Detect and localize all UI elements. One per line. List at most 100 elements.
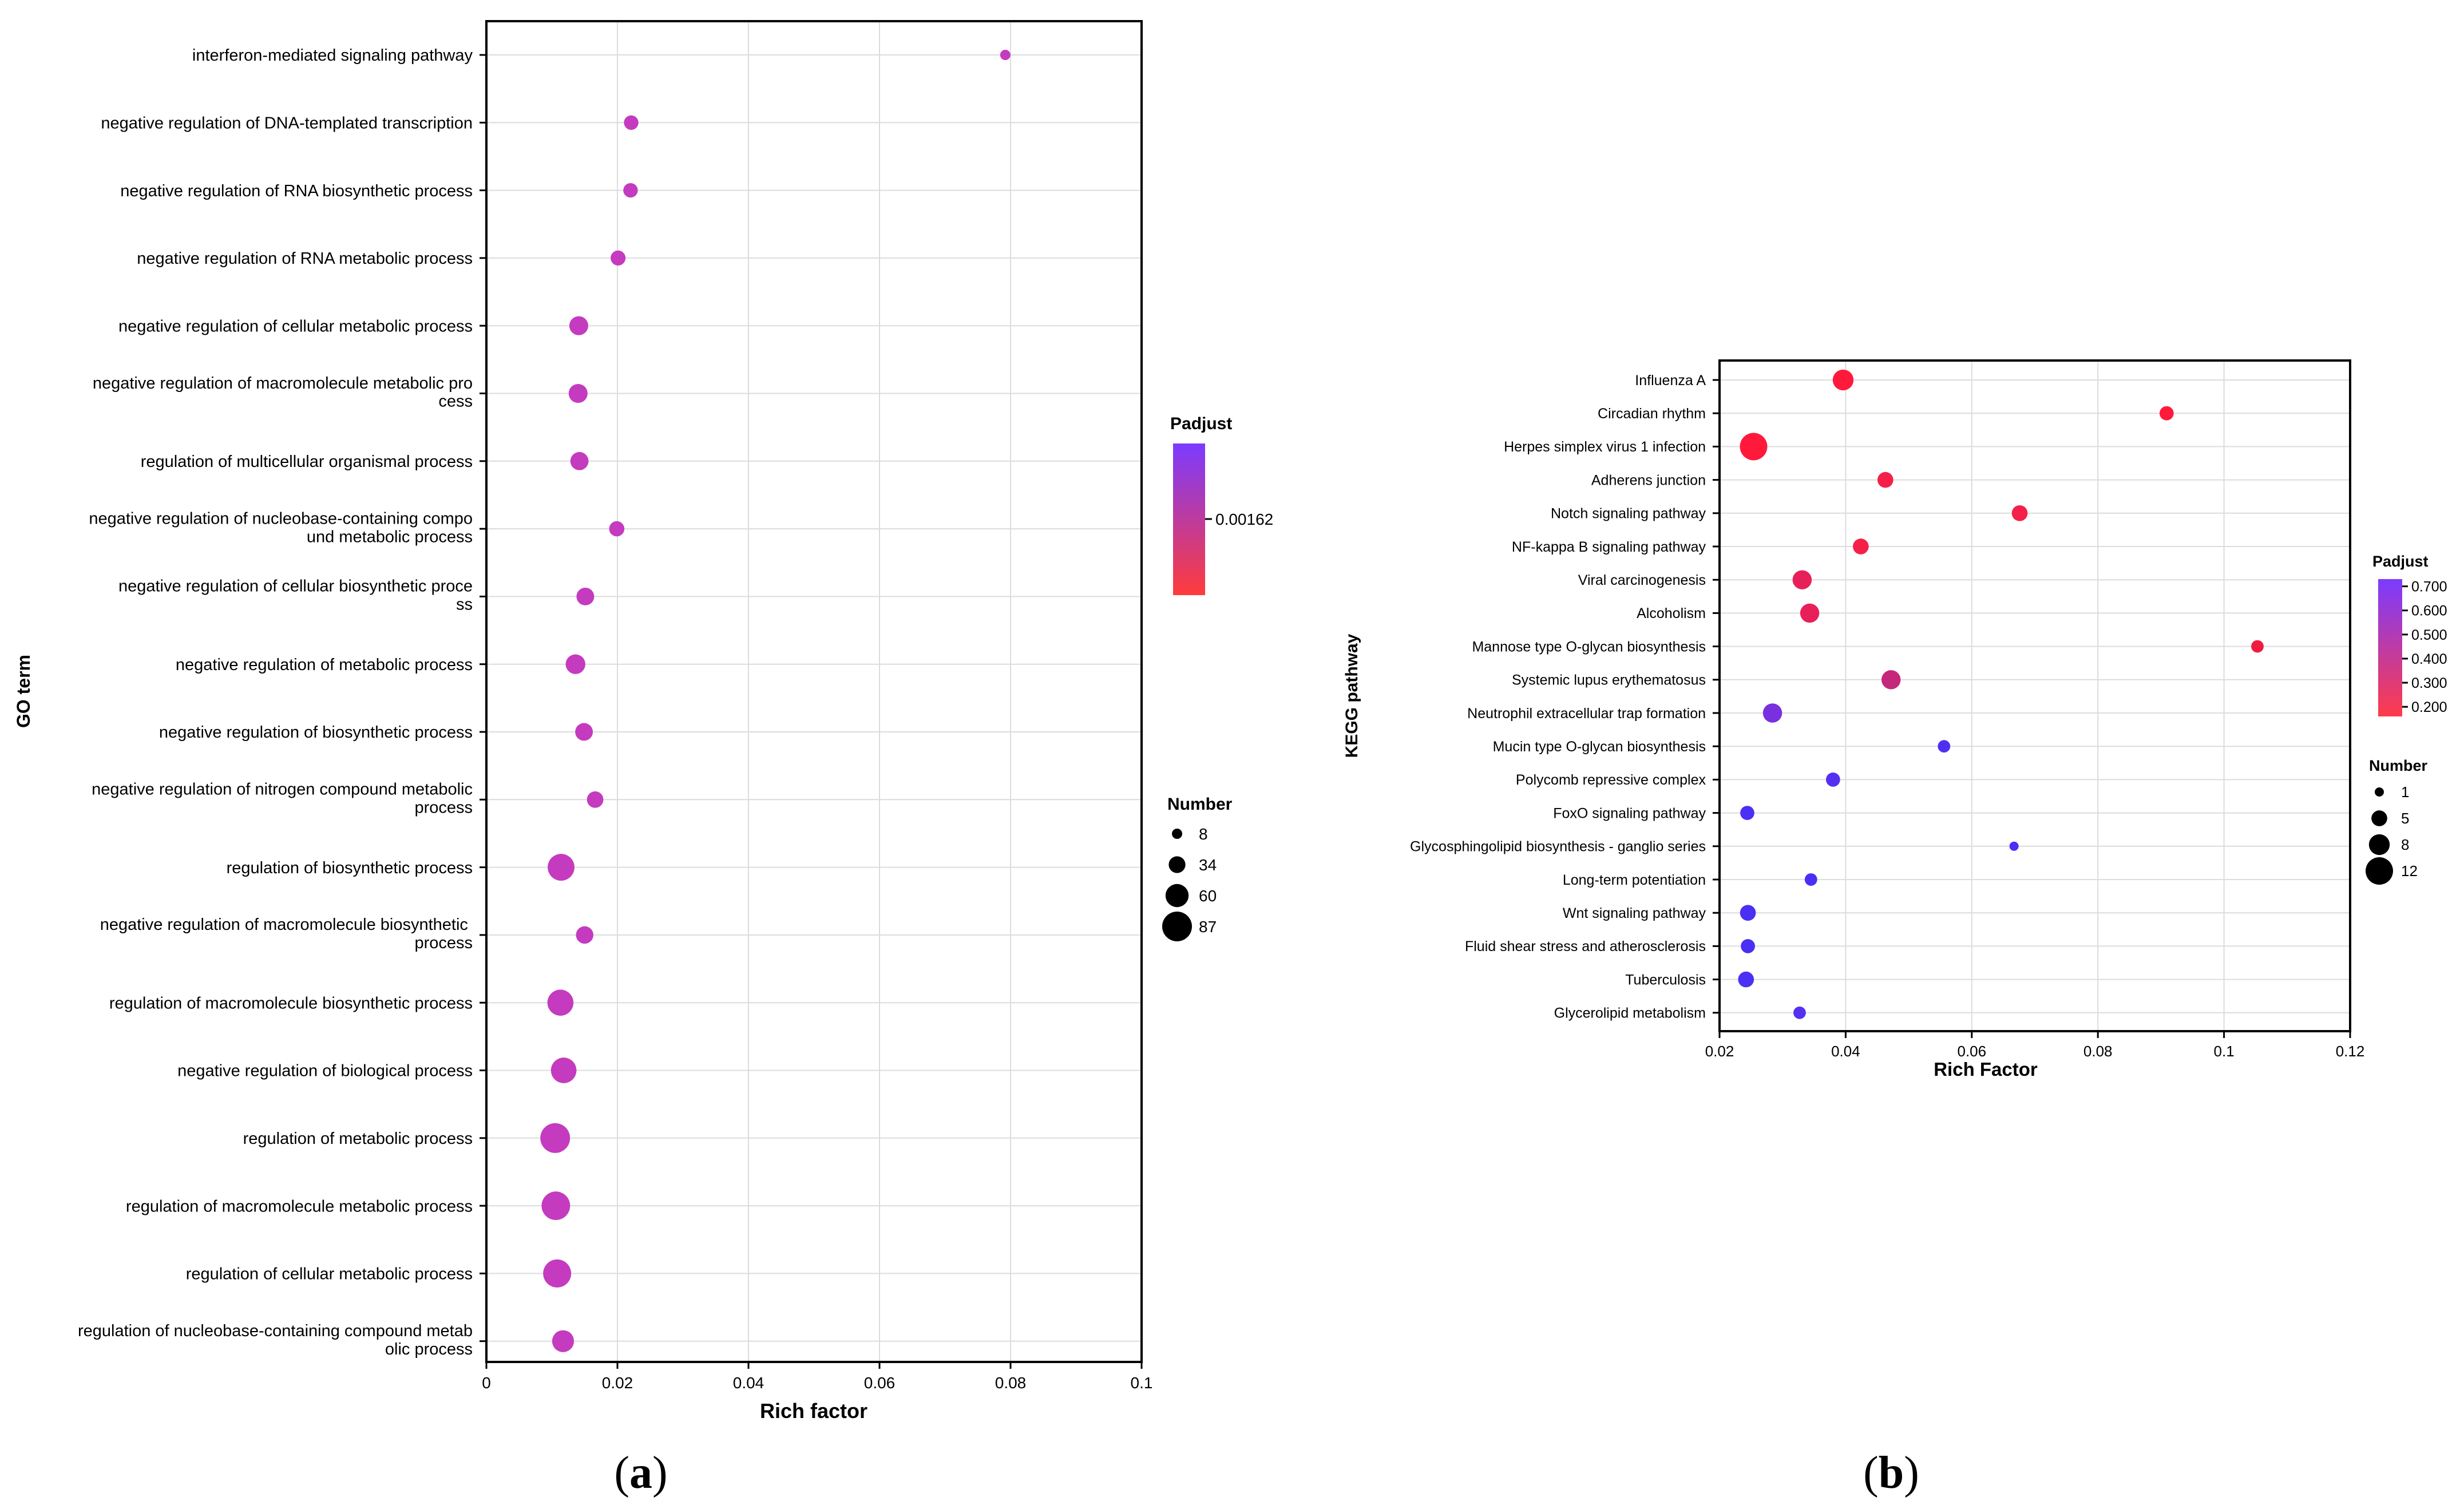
panel-a-label: (a): [614, 1448, 667, 1498]
kegg-term-label: Wnt signaling pathway: [1563, 905, 1706, 921]
kegg-padjust-legend: Padjust 0.700 0.600 0.500 0.400 0.300 0.200: [2372, 553, 2447, 716]
kegg-point: [1832, 369, 1854, 391]
kegg-points: [1738, 369, 2264, 1019]
go-point: [576, 587, 595, 605]
go-point: [552, 1330, 575, 1352]
go-term-label: negative regulation of macromolecule bio…: [100, 916, 473, 952]
go-point: [570, 451, 589, 470]
go-term-label: negative regulation of cellular biosynth…: [118, 577, 473, 614]
go-x-tick-label: 0.06: [864, 1374, 896, 1392]
go-point: [1000, 50, 1011, 60]
kegg-number-legend-circle: [2366, 857, 2393, 885]
go-plot-frame: [485, 20, 1143, 1363]
kegg-point: [1877, 472, 1893, 488]
go-term-label: regulation of multicellular organismal p…: [141, 453, 473, 471]
kegg-term-label: Alcoholism: [1637, 605, 1706, 621]
kegg-point: [1740, 905, 1756, 921]
kegg-point: [2251, 640, 2264, 653]
kegg-term-label: Glycerolipid metabolism: [1554, 1005, 1706, 1021]
go-point: [609, 521, 625, 537]
kegg-point: [2009, 841, 2019, 851]
kegg-term-label: Influenza A: [1635, 373, 1706, 389]
go-x-axis-title: Rich factor: [760, 1399, 867, 1423]
go-term-label: negative regulation of biosynthetic proc…: [159, 723, 473, 742]
kegg-padjust-tick-label: 0.700: [2411, 579, 2447, 595]
go-number-legend: Number 8 34 60 87: [1162, 795, 1233, 941]
go-points: [540, 50, 1011, 1352]
go-point: [543, 1259, 572, 1288]
kegg-number-legend-circle: [2371, 810, 2387, 826]
panel-b-label: (b): [1863, 1448, 1919, 1498]
go-padjust-colorbar: [1173, 443, 1205, 595]
go-y-axis-title: GO term: [13, 655, 34, 728]
kegg-point: [1738, 971, 1754, 988]
go-number-legend-label: 34: [1199, 856, 1217, 874]
go-number-legend-title: Number: [1167, 795, 1233, 814]
go-number-legend-circle: [1172, 829, 1182, 839]
kegg-x-tick-label: 0.02: [1705, 1043, 1734, 1060]
go-point: [569, 316, 588, 335]
go-term-labels: interferon-mediated signaling pathway neg…: [78, 46, 486, 1359]
kegg-padjust-ticks: 0.700 0.600 0.500 0.400 0.300 0.200: [2402, 579, 2447, 715]
go-term-label: negative regulation of RNA biosynthetic …: [120, 182, 473, 200]
go-point: [541, 1191, 571, 1221]
kegg-point: [1741, 939, 1755, 953]
go-x-tick-label: 0.08: [995, 1374, 1027, 1392]
kegg-term-label: NF-kappa B signaling pathway: [1512, 539, 1706, 555]
kegg-term-label: Neutrophil extracellular trap formation: [1467, 706, 1706, 722]
kegg-point: [1800, 603, 1820, 623]
go-number-legend-label: 87: [1199, 918, 1217, 936]
kegg-number-legend-label: 1: [2401, 783, 2409, 801]
kegg-plot-frame: [1718, 359, 2351, 1032]
kegg-x-tick-label: 0.12: [2336, 1043, 2365, 1060]
go-point: [611, 250, 626, 266]
kegg-number-legend-entries: 1 5 8 12: [2366, 783, 2418, 885]
kegg-point: [1740, 806, 1754, 820]
go-term-label: negative regulation of nucleobase-contai…: [89, 509, 473, 546]
kegg-term-label: Herpes simplex virus 1 infection: [1504, 439, 1706, 455]
go-number-legend-circle: [1162, 912, 1192, 941]
go-term-label: negative regulation of cellular metaboli…: [118, 317, 473, 335]
kegg-number-legend-label: 5: [2401, 810, 2409, 827]
kegg-term-label: Polycomb repressive complex: [1516, 772, 1706, 788]
go-term-label: regulation of metabolic process: [243, 1130, 473, 1148]
kegg-padjust-tick-label: 0.600: [2411, 603, 2447, 619]
go-x-tick-label: 0.1: [1131, 1374, 1153, 1392]
kegg-point: [1825, 773, 1840, 787]
kegg-enrichment-chart: Influenza A Circadian rhythm Herpes simple…: [1342, 359, 2447, 1498]
kegg-padjust-tick-label: 0.200: [2411, 699, 2447, 715]
kegg-term-label: Glycosphingolipid biosynthesis - ganglio…: [1410, 839, 1706, 855]
go-point: [576, 926, 593, 944]
go-padjust-legend-title: Padjust: [1170, 414, 1232, 433]
go-term-label: negative regulation of biological proces…: [177, 1062, 473, 1080]
go-number-legend-label: 8: [1199, 825, 1208, 843]
go-grid: [486, 21, 1142, 1362]
go-term-label: negative regulation of DNA-templated tra…: [101, 114, 473, 132]
go-number-legend-circle: [1168, 856, 1186, 873]
kegg-x-axis-title: Rich Factor: [1934, 1059, 2038, 1080]
go-term-label: negative regulation of metabolic process: [176, 656, 473, 674]
kegg-x-tick-label: 0.04: [1831, 1043, 1860, 1060]
go-point: [540, 1123, 571, 1153]
go-point: [547, 989, 574, 1016]
kegg-term-label: Mannose type O-glycan biosynthesis: [1472, 639, 1706, 655]
kegg-padjust-tick-label: 0.500: [2411, 627, 2447, 643]
go-point: [587, 791, 604, 808]
kegg-padjust-legend-title: Padjust: [2372, 553, 2429, 570]
kegg-grid: [1719, 361, 2351, 1031]
kegg-term-label: Viral carcinogenesis: [1578, 572, 1706, 588]
go-enrichment-chart: interferon-mediated signaling pathway neg…: [13, 20, 1273, 1498]
go-padjust-legend: Padjust 0.00162: [1170, 414, 1273, 595]
kegg-point: [2011, 505, 2028, 521]
go-term-label: regulation of macromolecule metabolic pr…: [126, 1197, 473, 1215]
go-number-legend-circle: [1165, 884, 1189, 908]
kegg-number-legend-label: 8: [2401, 836, 2409, 853]
kegg-x-tick-label: 0.1: [2214, 1043, 2235, 1060]
kegg-x-tick-label: 0.08: [2083, 1043, 2113, 1060]
kegg-padjust-colorbar: [2378, 579, 2402, 716]
go-point: [568, 383, 588, 403]
kegg-term-label: Circadian rhythm: [1598, 406, 1706, 422]
go-number-legend-label: 60: [1199, 887, 1217, 905]
kegg-padjust-tick-label: 0.300: [2411, 675, 2447, 691]
kegg-point: [1853, 538, 1869, 555]
